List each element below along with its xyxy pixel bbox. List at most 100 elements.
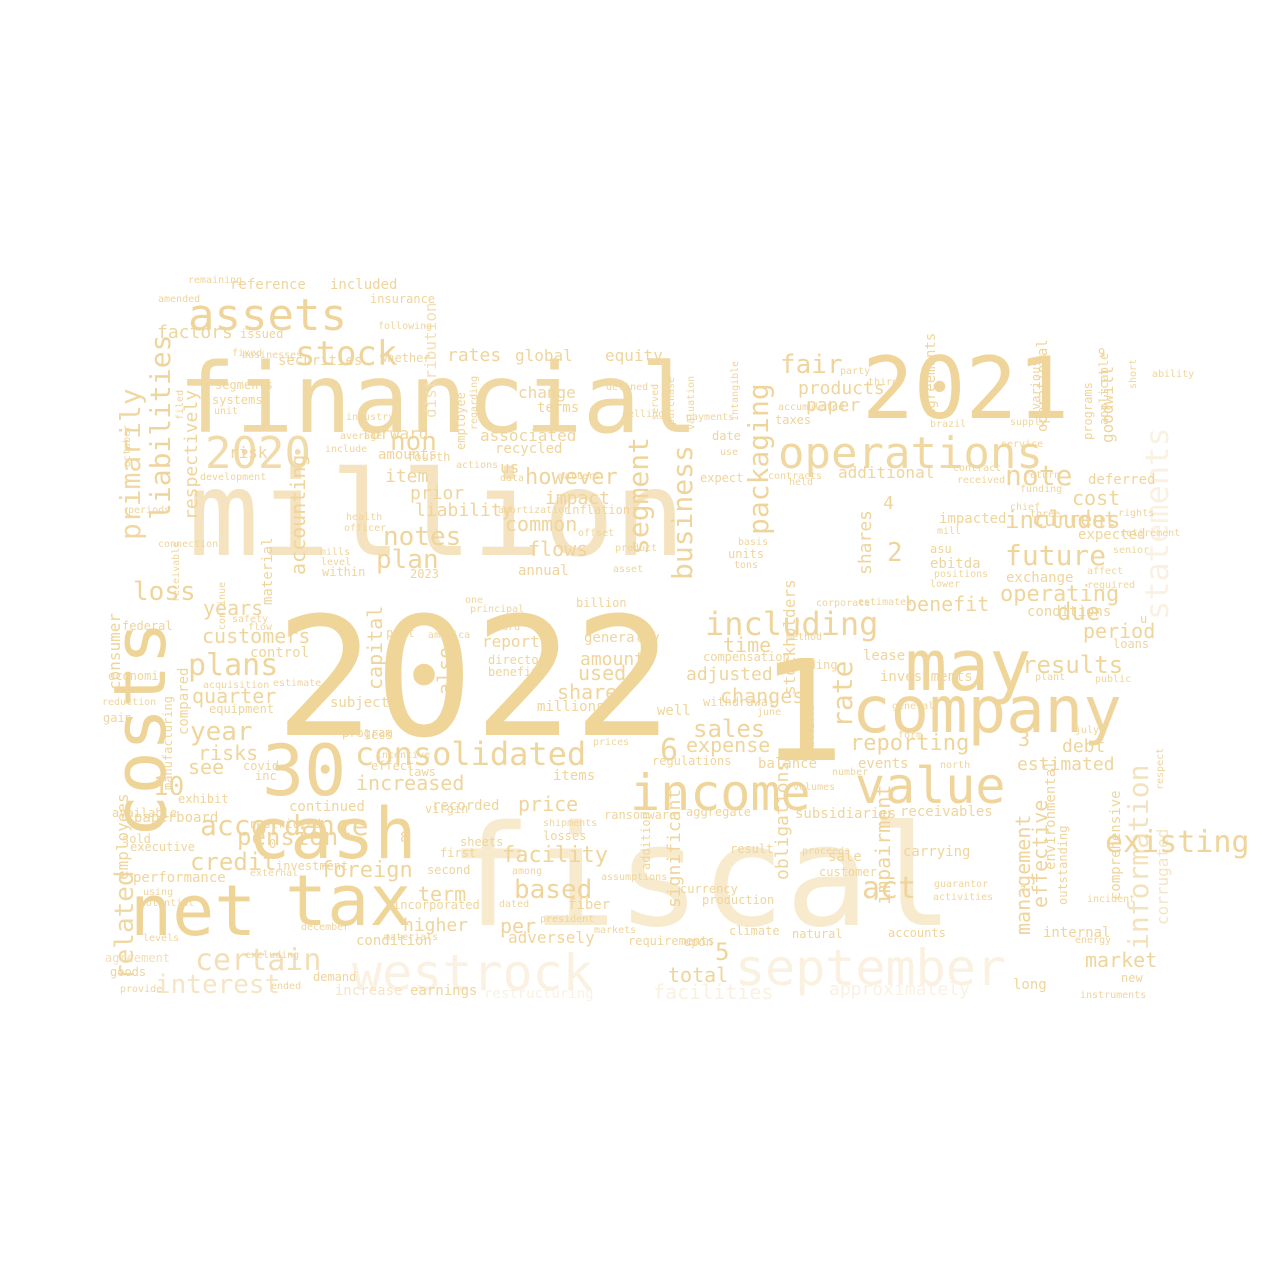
word-product: product	[615, 543, 657, 554]
word-plan: plan	[376, 545, 439, 575]
word-rates: rates	[447, 345, 501, 366]
word-shares: shares	[855, 510, 876, 575]
word-third: third	[868, 377, 898, 388]
word-capital: capital	[363, 606, 387, 690]
word-related: related	[110, 870, 140, 980]
word-retirement: retirement	[1120, 528, 1180, 539]
word-level: level	[321, 557, 351, 568]
word-term: term	[418, 882, 466, 906]
word-among: among	[512, 866, 542, 877]
word-investments: investments	[880, 669, 973, 685]
word-energy: energy	[1075, 935, 1111, 946]
word-goodwill: goodwill	[1098, 366, 1117, 443]
word-time: time	[723, 633, 771, 657]
word-impacted: impacted	[939, 511, 1006, 527]
word-manufacturing: manufacturing	[161, 696, 175, 790]
word-current: current	[1032, 507, 1116, 531]
word-accordance: accordance	[200, 809, 369, 842]
word-using: using	[143, 887, 173, 898]
word-additional: additional	[838, 463, 934, 482]
word-new: new	[1121, 971, 1143, 985]
word-respectively: respectively	[181, 390, 202, 520]
word-climate: climate	[729, 924, 780, 938]
word-available: available	[112, 806, 177, 820]
word-expect: expect	[700, 471, 743, 485]
word-america: america	[428, 630, 470, 641]
word-lease: lease	[863, 648, 905, 664]
word-equity: equity	[605, 346, 663, 365]
word-packaging: packaging	[742, 383, 775, 535]
word-production: production	[702, 893, 774, 907]
word-markets: markets	[594, 925, 636, 936]
word-also: also	[433, 647, 457, 695]
word-tax: tax	[285, 860, 411, 942]
word-30: 30	[262, 730, 346, 812]
word-employee: employee	[454, 392, 468, 450]
word-10: 10	[153, 772, 184, 802]
word-incorporated: incorporated	[393, 898, 480, 912]
word-covid: covid	[243, 759, 279, 773]
word-second: second	[427, 863, 470, 877]
word-exchange: exchange	[1006, 570, 1073, 586]
word-inflation: inflation	[565, 503, 630, 517]
word-recorded: recorded	[432, 798, 499, 814]
word-contracts: contracts	[768, 471, 822, 482]
word-assets: assets	[188, 290, 347, 341]
word-filed: filed	[175, 390, 186, 420]
word-issued: issued	[240, 327, 283, 341]
word-impact: impact	[545, 488, 610, 509]
word-paperboard: paperboard	[134, 810, 218, 826]
word-due: due	[1057, 598, 1100, 626]
word-brazil: brazil	[930, 419, 966, 430]
word-obligations: obligations	[772, 761, 793, 880]
word-exhibit: exhibit	[178, 792, 229, 806]
word-three: three	[1030, 509, 1060, 520]
word-general: general	[892, 701, 934, 712]
word-used: used	[578, 661, 626, 685]
word-contract: contract	[953, 463, 1001, 474]
word-credit: credit	[190, 848, 277, 876]
word-stock: stock	[295, 334, 397, 374]
word-incentive: incentive	[376, 750, 430, 761]
word-million: million	[188, 445, 685, 583]
word-instruments: instruments	[1080, 990, 1146, 1001]
word-withdrawal: withdrawal	[703, 695, 775, 709]
word-0: 0	[269, 837, 276, 851]
word-gain: gain	[103, 711, 132, 725]
word-sale: sale	[828, 849, 862, 865]
word-2023: 2023	[410, 567, 439, 581]
word-safety: safety	[232, 614, 268, 625]
word-adjusted: adjusted	[686, 664, 773, 685]
word-segment: segment	[622, 437, 655, 555]
word-per: per	[500, 914, 536, 938]
word-prior: prior	[410, 483, 464, 504]
word-factors: factors	[157, 322, 233, 343]
word-condition: condition	[356, 933, 432, 949]
word-subsidiaries: subsidiaries	[795, 806, 896, 822]
word-actions: actions	[456, 460, 498, 471]
word-december: december	[301, 922, 349, 933]
word-payments: payments	[686, 412, 734, 423]
word-provide: provide	[120, 984, 162, 995]
word-served: served	[650, 384, 661, 420]
word-asu: asu	[930, 542, 952, 556]
word-paper: paper	[806, 395, 860, 416]
word-june: june	[757, 707, 781, 718]
word-trading: trading	[787, 658, 838, 672]
word-conditions: conditions	[1027, 604, 1111, 620]
word-fixed: fixed	[232, 348, 262, 359]
word-internal: internal	[1043, 925, 1110, 941]
word-7: 7	[1020, 885, 1026, 896]
word-believe: believe	[806, 705, 817, 747]
word-program: program	[342, 726, 393, 740]
word-fiscal: fiscal	[448, 796, 954, 959]
word-directors: directors	[488, 653, 553, 667]
word-applicable: applicable	[1097, 353, 1111, 425]
word-method: method	[786, 632, 822, 643]
word-quarter: quarter	[192, 684, 276, 708]
word-continued: continued	[289, 799, 365, 815]
word-however: however	[525, 465, 618, 490]
word-offset: offset	[578, 528, 614, 539]
word-2020: 2020	[205, 428, 311, 479]
